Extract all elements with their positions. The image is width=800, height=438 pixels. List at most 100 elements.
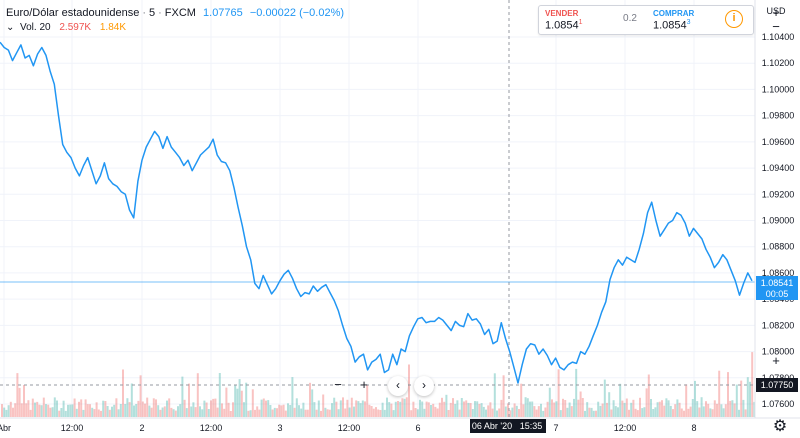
- zoom-in-plus-icon[interactable]: +: [360, 377, 368, 392]
- volume-bar: [663, 405, 666, 417]
- crosshair-price-tag: 1.07750: [756, 378, 798, 392]
- volume-bar: [553, 402, 556, 417]
- volume-bar: [93, 409, 96, 417]
- volume-bar: [18, 387, 21, 417]
- volume-bar: [199, 406, 201, 417]
- volume-bar: [225, 387, 228, 417]
- volume-bar: [733, 403, 736, 417]
- volume-bar: [544, 407, 547, 417]
- volume-bar: [722, 408, 725, 417]
- volume-bar: [687, 408, 690, 417]
- volume-bar: [124, 404, 127, 417]
- volume-bar: [331, 403, 333, 417]
- volume-bar: [557, 369, 560, 417]
- info-icon[interactable]: i: [725, 10, 743, 28]
- volume-bar: [511, 407, 514, 417]
- volume-bar: [144, 403, 146, 417]
- zoom-in-plus-icon[interactable]: +: [772, 353, 780, 368]
- volume-bar: [621, 400, 624, 417]
- sell-button[interactable]: VENDER 1.08541: [539, 6, 611, 34]
- volume-bar: [313, 402, 316, 417]
- volume-bar: [478, 403, 481, 417]
- volume-bar: [518, 409, 520, 417]
- chevron-down-icon[interactable]: ⌄: [6, 22, 15, 33]
- volume-bar: [216, 407, 219, 417]
- volume-bar: [606, 402, 608, 417]
- volume-bar: [108, 409, 111, 417]
- volume-bar: [577, 399, 580, 417]
- volume-bar: [322, 394, 325, 417]
- time-tick-label: 12:00: [200, 423, 223, 433]
- interval[interactable]: 5: [148, 7, 156, 19]
- price-tick-label: 1.09200: [762, 189, 795, 199]
- volume-bar: [130, 383, 133, 417]
- volume-bar: [579, 391, 582, 417]
- volume-bar: [669, 405, 672, 417]
- scroll-right-chevron-icon[interactable]: ›: [414, 376, 434, 396]
- volume-bar: [337, 409, 340, 417]
- volume-bar: [348, 407, 351, 417]
- symbol-name[interactable]: Euro/Dólar estadounidense: [6, 7, 140, 19]
- volume-bar: [100, 410, 102, 417]
- gear-icon[interactable]: ⚙: [772, 418, 788, 435]
- price-tick-label: 1.09800: [762, 111, 795, 121]
- volume-bar: [159, 409, 162, 417]
- volume-bar: [614, 406, 617, 417]
- volume-bar: [346, 399, 349, 417]
- volume-bar: [31, 398, 34, 417]
- volume-bar: [735, 384, 738, 417]
- volume-bars: [1, 352, 756, 417]
- volume-bar: [25, 403, 28, 417]
- time-tick-label: 12:00: [338, 423, 361, 433]
- volume-value: 2.597K: [59, 22, 92, 33]
- add-series-plus-icon[interactable]: +: [772, 5, 780, 20]
- time-tick-label: 3: [277, 423, 282, 433]
- zoom-out-minus-icon[interactable]: −: [334, 377, 342, 392]
- volume-bar: [298, 405, 300, 417]
- volume-ma-value: 1.84K: [99, 22, 126, 33]
- volume-bar: [392, 410, 395, 417]
- volume-bar: [141, 401, 144, 417]
- volume-bar: [256, 406, 259, 417]
- volume-bar: [410, 410, 413, 417]
- volume-bar: [513, 403, 516, 417]
- volume-bar: [40, 405, 43, 417]
- crosshair-time-tag: 06 Abr '20 15:35: [470, 419, 546, 433]
- volume-label[interactable]: Vol. 20: [20, 22, 51, 33]
- volume-bar: [535, 409, 538, 417]
- volume-bar: [564, 400, 567, 417]
- buy-button[interactable]: COMPRAR 1.08543: [647, 6, 719, 34]
- time-axis[interactable]: Abr 12:00 2 12:00 3 12:00 6 7 12:00 8: [0, 423, 697, 433]
- volume-bar: [509, 410, 512, 417]
- volume-bar: [628, 409, 630, 417]
- scroll-left-chevron-icon[interactable]: ‹: [388, 376, 408, 396]
- volume-bar: [157, 405, 160, 417]
- buy-price: 1.08543: [653, 19, 691, 32]
- volume-bar: [163, 406, 166, 417]
- header-separator: ·: [142, 7, 146, 19]
- volume-bar: [361, 400, 364, 417]
- volume-bar: [401, 398, 404, 417]
- volume-bar: [34, 402, 36, 417]
- volume-bar: [122, 369, 124, 417]
- volume-bar: [742, 399, 745, 417]
- volume-bar: [625, 398, 628, 417]
- volume-bar: [69, 404, 72, 417]
- volume-bar: [152, 398, 155, 417]
- volume-bar: [661, 400, 663, 417]
- remove-series-minus-icon[interactable]: −: [772, 19, 780, 34]
- volume-bar: [575, 368, 578, 417]
- volume-bar: [133, 405, 135, 417]
- time-tick-label: 12:00: [61, 423, 84, 433]
- volume-bar: [265, 400, 267, 417]
- volume-bar: [42, 397, 45, 417]
- volume-bar: [273, 407, 276, 417]
- symbol-header: Euro/Dólar estadounidense · 5 · FXCM 1.07765…: [6, 6, 344, 20]
- time-tick-label: 8: [691, 423, 696, 433]
- volume-bar: [502, 375, 505, 417]
- volume-bar: [185, 408, 188, 417]
- volume-bar: [698, 407, 701, 417]
- volume-bar: [139, 375, 142, 417]
- volume-bar: [306, 409, 309, 417]
